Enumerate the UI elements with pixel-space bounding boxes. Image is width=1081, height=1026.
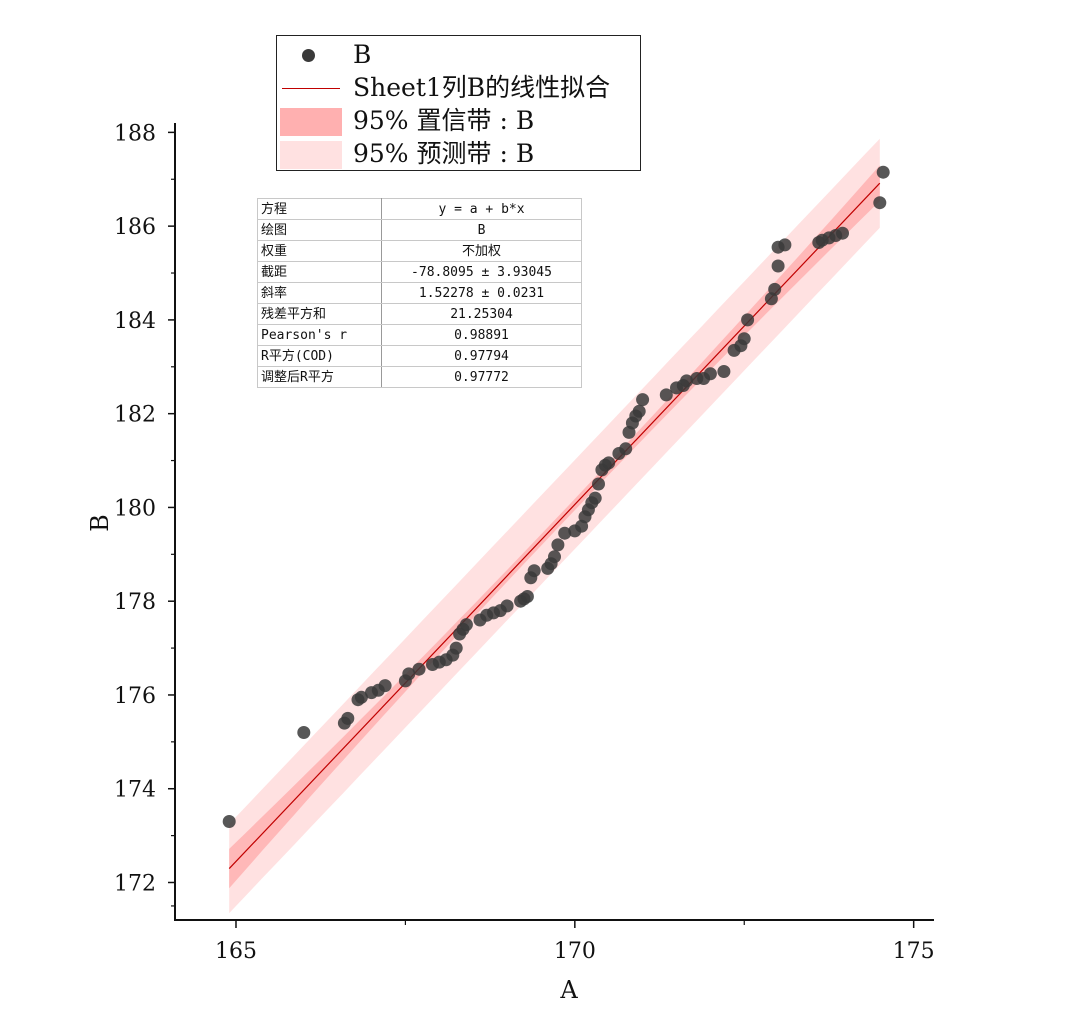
data-point [222,815,236,828]
y-tick-label: 172 [114,871,156,896]
stat-value: 0.97794 [381,345,582,367]
data-point [412,662,426,676]
data-point [632,404,646,418]
axes-layer [174,123,934,921]
confidence-band [229,165,880,889]
legend-item-scatter: B [277,39,640,71]
stat-value: 0.97772 [381,366,582,388]
table-row: Pearson's r 0.98891 [257,324,582,346]
y-tick-label: 182 [114,403,156,428]
table-row: 调整后R平方 0.97772 [257,366,582,388]
table-row: 截距 -78.8095 ± 3.93045 [257,261,582,283]
table-row: 残差平方和 21.25304 [257,303,582,325]
legend-label-confidence: 95% 置信带 : B [353,106,535,135]
legend-marker-dot [302,49,315,62]
data-point [588,491,602,505]
y-axis-label: B [86,514,114,532]
table-row: R平方(COD) 0.97794 [257,345,582,367]
y-tick-label: 186 [114,215,156,240]
data-point [527,564,541,578]
legend-marker-prediction-band [280,141,342,169]
y-tick-label: 178 [114,590,156,615]
stat-value: 不加权 [381,240,582,262]
data-point [771,259,785,273]
data-point [737,332,751,346]
x-tick-label: 175 [893,939,935,964]
data-point [520,590,534,603]
stat-key: 残差平方和 [257,303,382,325]
stat-key: Pearson's r [257,324,382,346]
data-point [717,365,731,378]
data-point [378,679,392,693]
table-row: 权重 不加权 [257,240,582,262]
stat-key: 权重 [257,240,382,262]
legend-marker-confidence-band [280,108,342,136]
x-axis-label: A [559,976,578,1004]
data-point [459,618,473,632]
chart-legend: B Sheet1列B的线性拟合 95% 置信带 : B 95% 预测带 : B [276,35,641,171]
legend-item-fit: Sheet1列B的线性拟合 [277,72,640,104]
data-point [602,456,616,470]
table-row: 斜率 1.52278 ± 0.0231 [257,282,582,304]
stat-key: 截距 [257,261,382,283]
y-tick-label: 174 [114,778,156,803]
data-point [402,667,416,681]
regression-stats-table: 方程 y = a + b*x 绘图 B 权重 不加权 截距 -78.8095 ± 3.9… [257,198,582,388]
data-point [551,538,565,552]
legend-item-prediction: 95% 预测带 : B [277,138,640,170]
scatter-points-layer [222,165,890,828]
data-point [449,641,463,655]
data-point [703,367,717,381]
data-point [873,196,887,210]
data-point [659,388,673,402]
data-point [619,442,633,456]
table-row: 绘图 B [257,219,582,241]
stat-value: 21.25304 [381,303,582,325]
x-tick-label: 170 [554,939,596,964]
ticks-layer: 172 174 176 178 180 182 184 186 188 165 170 175 [114,121,935,964]
legend-label-prediction: 95% 预测带 : B [353,139,535,168]
data-point [354,690,368,704]
y-tick-label: 176 [114,684,156,709]
stat-value: 1.52278 ± 0.0231 [381,282,582,304]
data-point [500,599,514,613]
legend-label-fit: Sheet1列B的线性拟合 [353,73,611,102]
data-point [836,226,849,240]
y-tick-label: 180 [114,496,156,521]
legend-label-scatter: B [353,40,372,69]
legend-marker-line [282,88,340,89]
stat-value: 0.98891 [381,324,582,346]
data-point [768,282,782,296]
stat-value: -78.8095 ± 3.93045 [381,261,582,283]
data-point [592,477,605,491]
stat-key: 方程 [257,198,382,220]
table-row: 方程 y = a + b*x [257,198,582,220]
data-point [680,374,694,388]
data-point [548,550,561,564]
x-tick-label: 165 [215,939,257,964]
stat-key: 绘图 [257,219,382,241]
y-tick-label: 188 [114,121,156,146]
stat-key: 调整后R平方 [257,366,382,388]
data-point [341,711,355,725]
data-point [741,313,755,327]
y-tick-label: 184 [114,309,156,334]
data-point [558,526,572,540]
stat-value: y = a + b*x [381,198,582,220]
data-point [297,726,311,739]
stat-key: 斜率 [257,282,382,304]
data-point [876,165,890,179]
data-point [636,393,650,407]
stat-key: R平方(COD) [257,345,382,367]
stat-value: B [381,219,582,241]
confidence-band-layer [229,165,880,889]
data-point [778,238,792,252]
legend-item-confidence: 95% 置信带 : B [277,105,640,137]
